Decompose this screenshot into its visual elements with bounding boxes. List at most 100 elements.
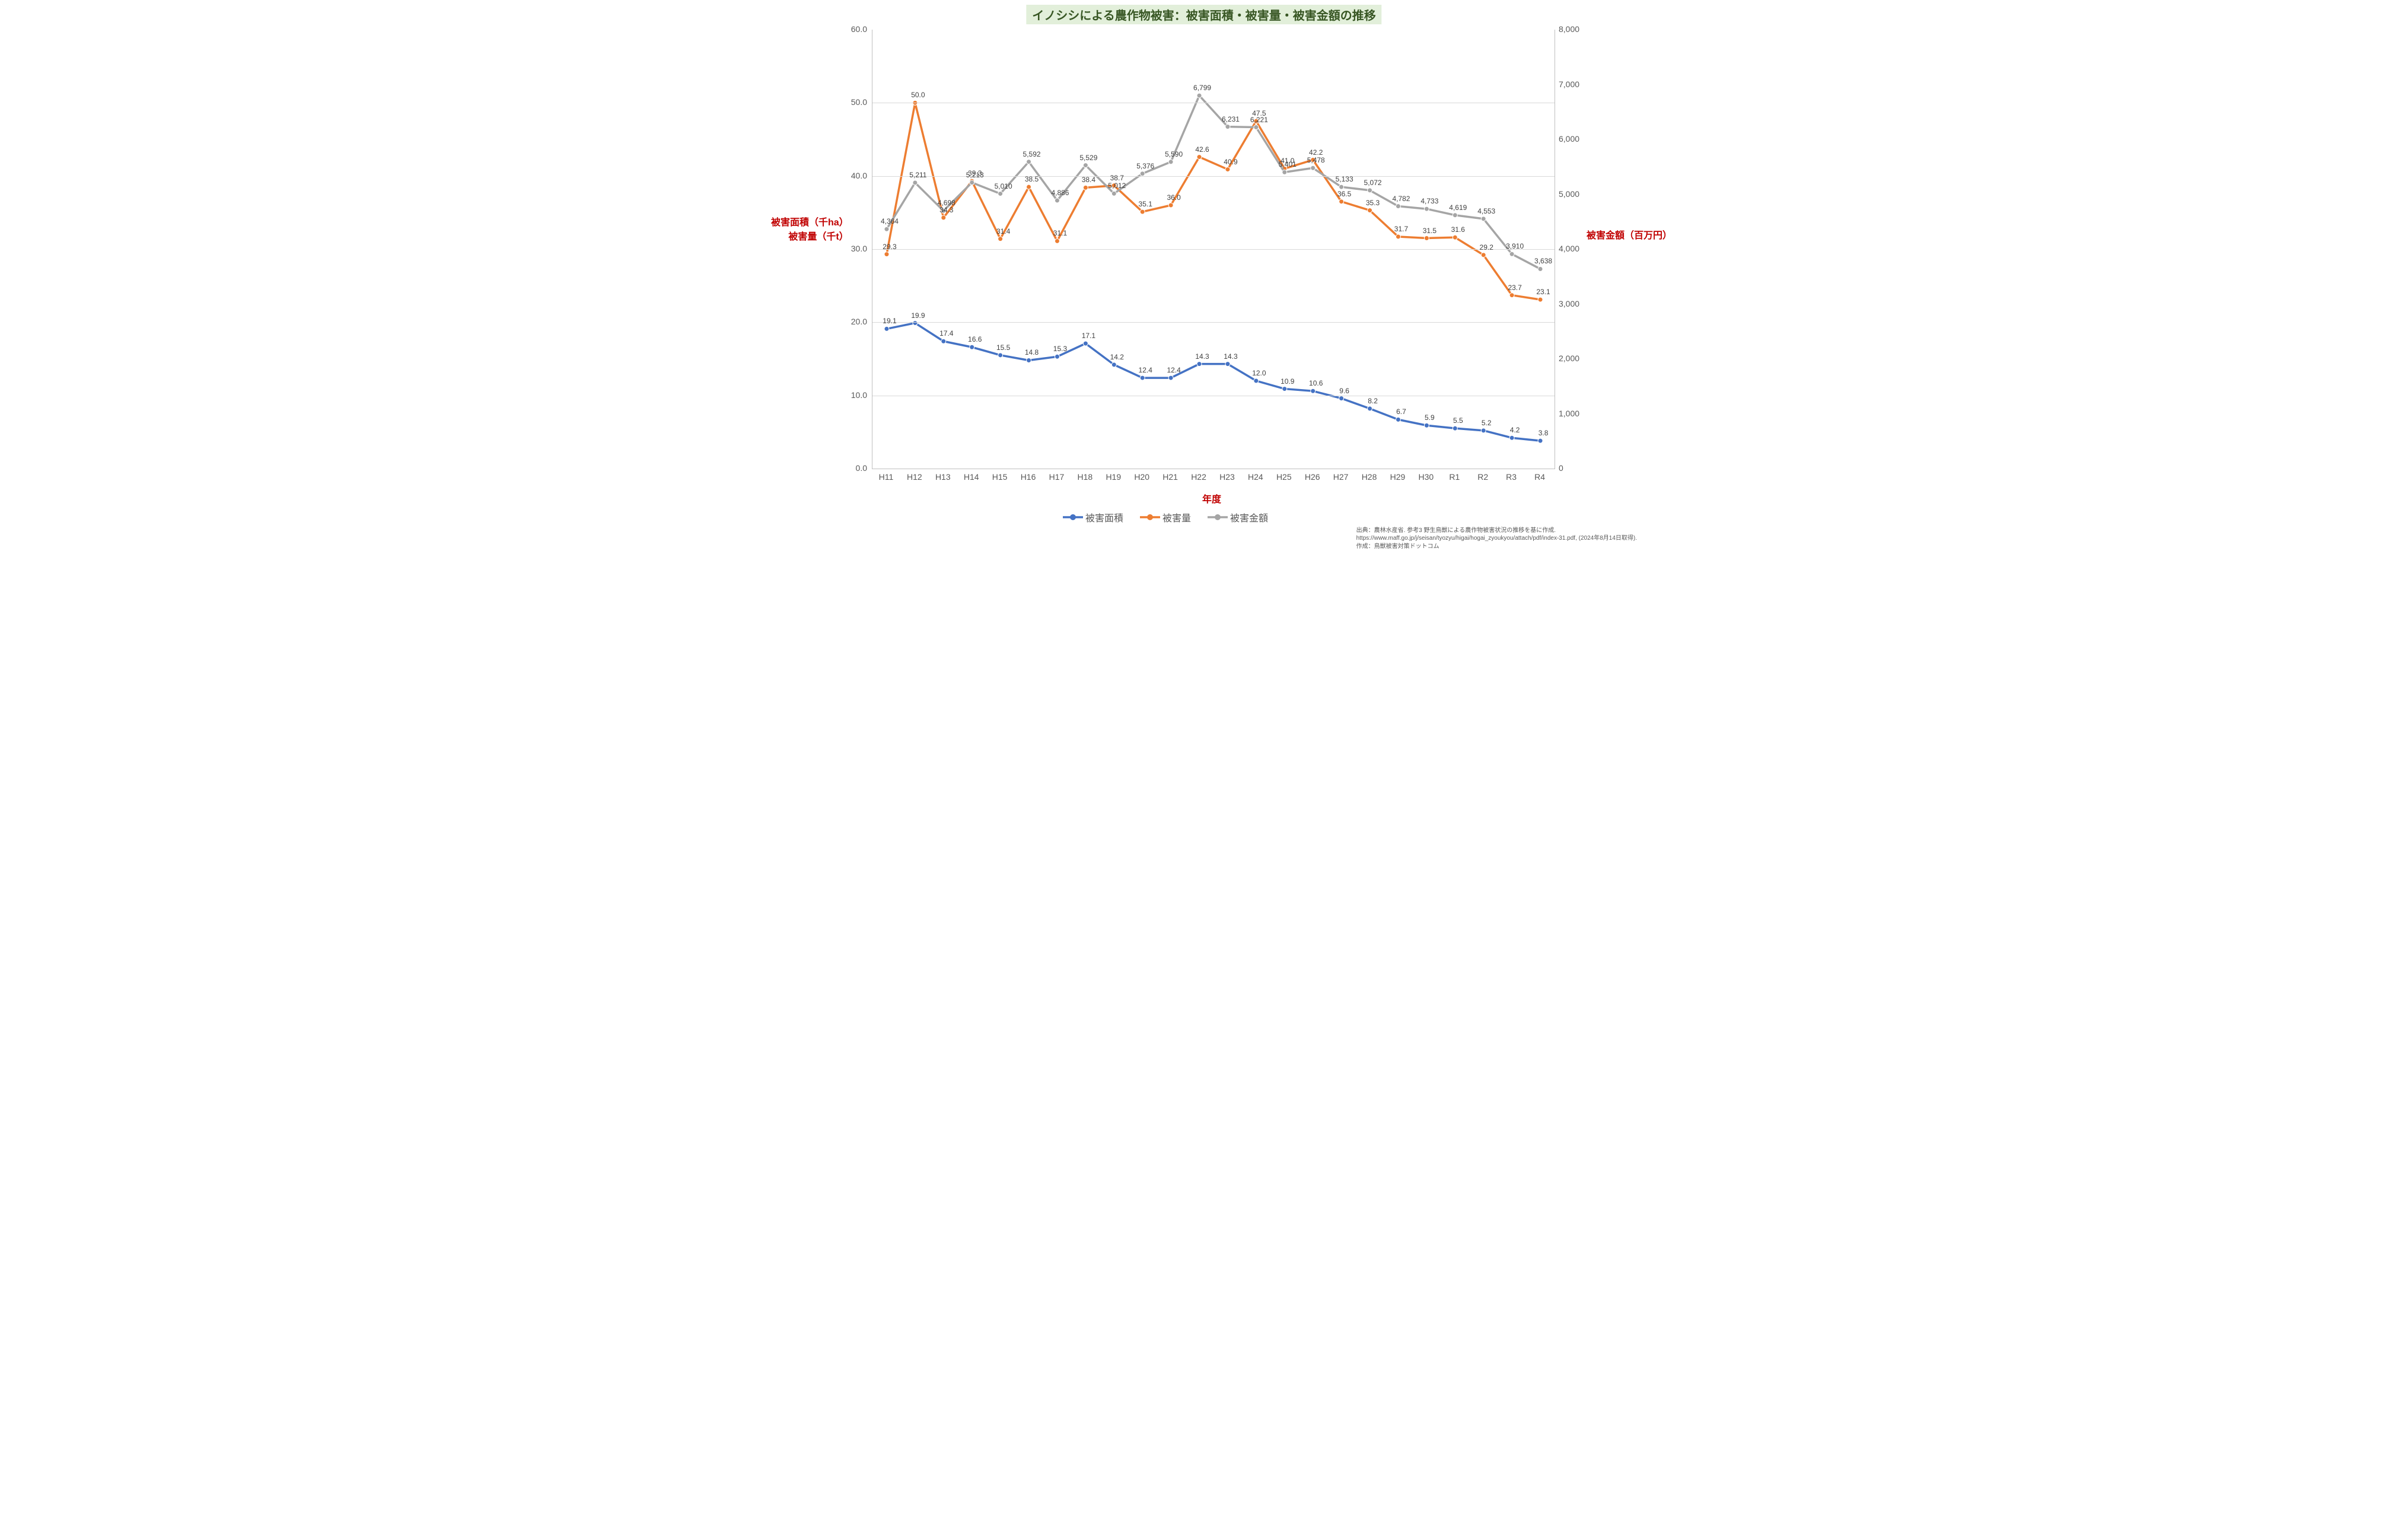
x-tick-label: H19 — [1106, 472, 1121, 482]
data-label-volume: 31.4 — [996, 227, 1010, 235]
legend-item-volume: 被害量 — [1140, 510, 1191, 524]
series-marker-volume — [1197, 155, 1202, 160]
series-marker-area — [884, 326, 889, 331]
legend-swatch-area — [1063, 514, 1083, 521]
data-label-amount: 4,698 — [938, 199, 955, 207]
source-citation: 出典：農林水産省. 参考3 野生鳥獣による農作物被害状況の推移を基に作成.htt… — [1356, 527, 1637, 551]
data-label-amount: 5,133 — [1336, 175, 1353, 183]
data-label-amount: 4,733 — [1420, 197, 1438, 205]
y2-tick-label: 8,000 — [1559, 24, 1579, 34]
data-label-amount: 5,213 — [966, 171, 984, 179]
x-tick-label: H28 — [1362, 472, 1377, 482]
series-marker-area — [1055, 354, 1059, 359]
series-marker-amount — [1424, 206, 1429, 211]
data-label-area: 12.0 — [1252, 369, 1266, 377]
series-marker-area — [998, 353, 1003, 358]
legend-item-area: 被害面積 — [1063, 510, 1123, 524]
series-marker-amount — [1396, 204, 1400, 209]
series-marker-area — [1140, 375, 1145, 380]
data-label-area: 16.6 — [968, 335, 982, 343]
series-marker-area — [1197, 362, 1202, 367]
data-label-area: 15.3 — [1053, 345, 1067, 353]
series-marker-area — [1027, 358, 1031, 362]
series-marker-amount — [1140, 171, 1145, 176]
series-marker-area — [1538, 438, 1543, 443]
series-marker-amount — [884, 227, 889, 231]
series-marker-volume — [1339, 199, 1344, 204]
y2-tick-label: 7,000 — [1559, 79, 1579, 89]
data-label-area: 10.6 — [1309, 379, 1323, 387]
series-marker-amount — [1111, 191, 1116, 196]
legend-label: 被害金額 — [1230, 510, 1268, 524]
data-label-amount: 4,364 — [881, 217, 899, 225]
data-label-amount: 5,592 — [1023, 150, 1041, 158]
data-label-area: 14.2 — [1110, 353, 1124, 361]
series-marker-amount — [1481, 216, 1486, 221]
data-label-area: 6.7 — [1396, 407, 1406, 416]
y2-tick-label: 3,000 — [1559, 299, 1579, 308]
series-marker-area — [1225, 362, 1230, 367]
data-label-amount: 6,799 — [1193, 84, 1211, 92]
series-marker-volume — [1481, 253, 1486, 257]
x-tick-label: H17 — [1049, 472, 1065, 482]
data-label-area: 3.8 — [1539, 429, 1549, 437]
series-marker-area — [1111, 362, 1116, 367]
data-label-volume: 31.1 — [1053, 229, 1067, 237]
series-marker-volume — [1424, 236, 1429, 241]
series-marker-amount — [1453, 213, 1457, 218]
series-marker-amount — [1509, 251, 1514, 256]
series-marker-amount — [1168, 160, 1173, 164]
series-marker-amount — [913, 180, 918, 185]
data-label-volume: 50.0 — [911, 91, 925, 99]
data-label-amount: 5,590 — [1165, 150, 1183, 158]
data-label-amount: 6,231 — [1222, 115, 1240, 123]
series-marker-volume — [1140, 209, 1145, 214]
data-label-amount: 5,012 — [1108, 181, 1126, 190]
y2-tick-label: 2,000 — [1559, 354, 1579, 363]
data-label-amount: 5,010 — [995, 182, 1012, 190]
chart-title: イノシシによる農作物被害：被害面積・被害量・被害金額の推移 — [1026, 5, 1381, 24]
x-tick-label: H26 — [1305, 472, 1320, 482]
x-tick-label: H25 — [1276, 472, 1292, 482]
data-label-area: 15.5 — [996, 343, 1010, 352]
x-tick-label: H12 — [907, 472, 922, 482]
y1-axis-label: 被害面積（千ha）被害量（千t） — [771, 214, 849, 243]
series-marker-amount — [998, 192, 1003, 196]
data-label-volume: 35.3 — [1366, 199, 1380, 207]
x-tick-label: H27 — [1333, 472, 1349, 482]
series-marker-volume — [1538, 297, 1543, 302]
x-tick-label: H23 — [1219, 472, 1235, 482]
data-label-volume: 38.7 — [1110, 174, 1124, 182]
data-label-area: 12.4 — [1167, 366, 1180, 374]
series-marker-amount — [1083, 163, 1088, 168]
series-marker-volume — [941, 215, 946, 220]
series-marker-volume — [1368, 208, 1372, 213]
series-marker-area — [941, 339, 946, 343]
gridline — [872, 322, 1555, 323]
series-marker-area — [1424, 423, 1429, 428]
series-marker-amount — [970, 180, 974, 185]
data-label-area: 19.1 — [883, 317, 896, 325]
series-marker-area — [1311, 388, 1316, 393]
x-tick-label: H29 — [1390, 472, 1406, 482]
data-label-amount: 4,782 — [1392, 195, 1410, 203]
x-tick-label: H21 — [1162, 472, 1178, 482]
data-label-area: 10.9 — [1281, 377, 1294, 386]
data-label-area: 4.2 — [1510, 426, 1520, 434]
data-label-area: 5.2 — [1482, 419, 1492, 427]
series-marker-amount — [1197, 93, 1202, 98]
data-label-area: 14.8 — [1025, 348, 1039, 356]
series-marker-area — [1168, 375, 1173, 380]
x-tick-label: R3 — [1506, 472, 1517, 482]
x-axis-label: 年度 — [1202, 491, 1221, 505]
data-label-area: 5.5 — [1453, 416, 1463, 425]
data-label-volume: 40.9 — [1224, 158, 1237, 166]
legend-swatch-volume — [1140, 514, 1160, 521]
series-marker-area — [1083, 341, 1088, 346]
y2-tick-label: 0 — [1559, 463, 1563, 473]
x-tick-label: H20 — [1134, 472, 1149, 482]
series-marker-volume — [998, 237, 1003, 241]
x-tick-label: H13 — [935, 472, 951, 482]
data-label-amount: 3,910 — [1506, 242, 1524, 250]
y2-axis-label: 被害金額（百万円） — [1587, 227, 1672, 241]
